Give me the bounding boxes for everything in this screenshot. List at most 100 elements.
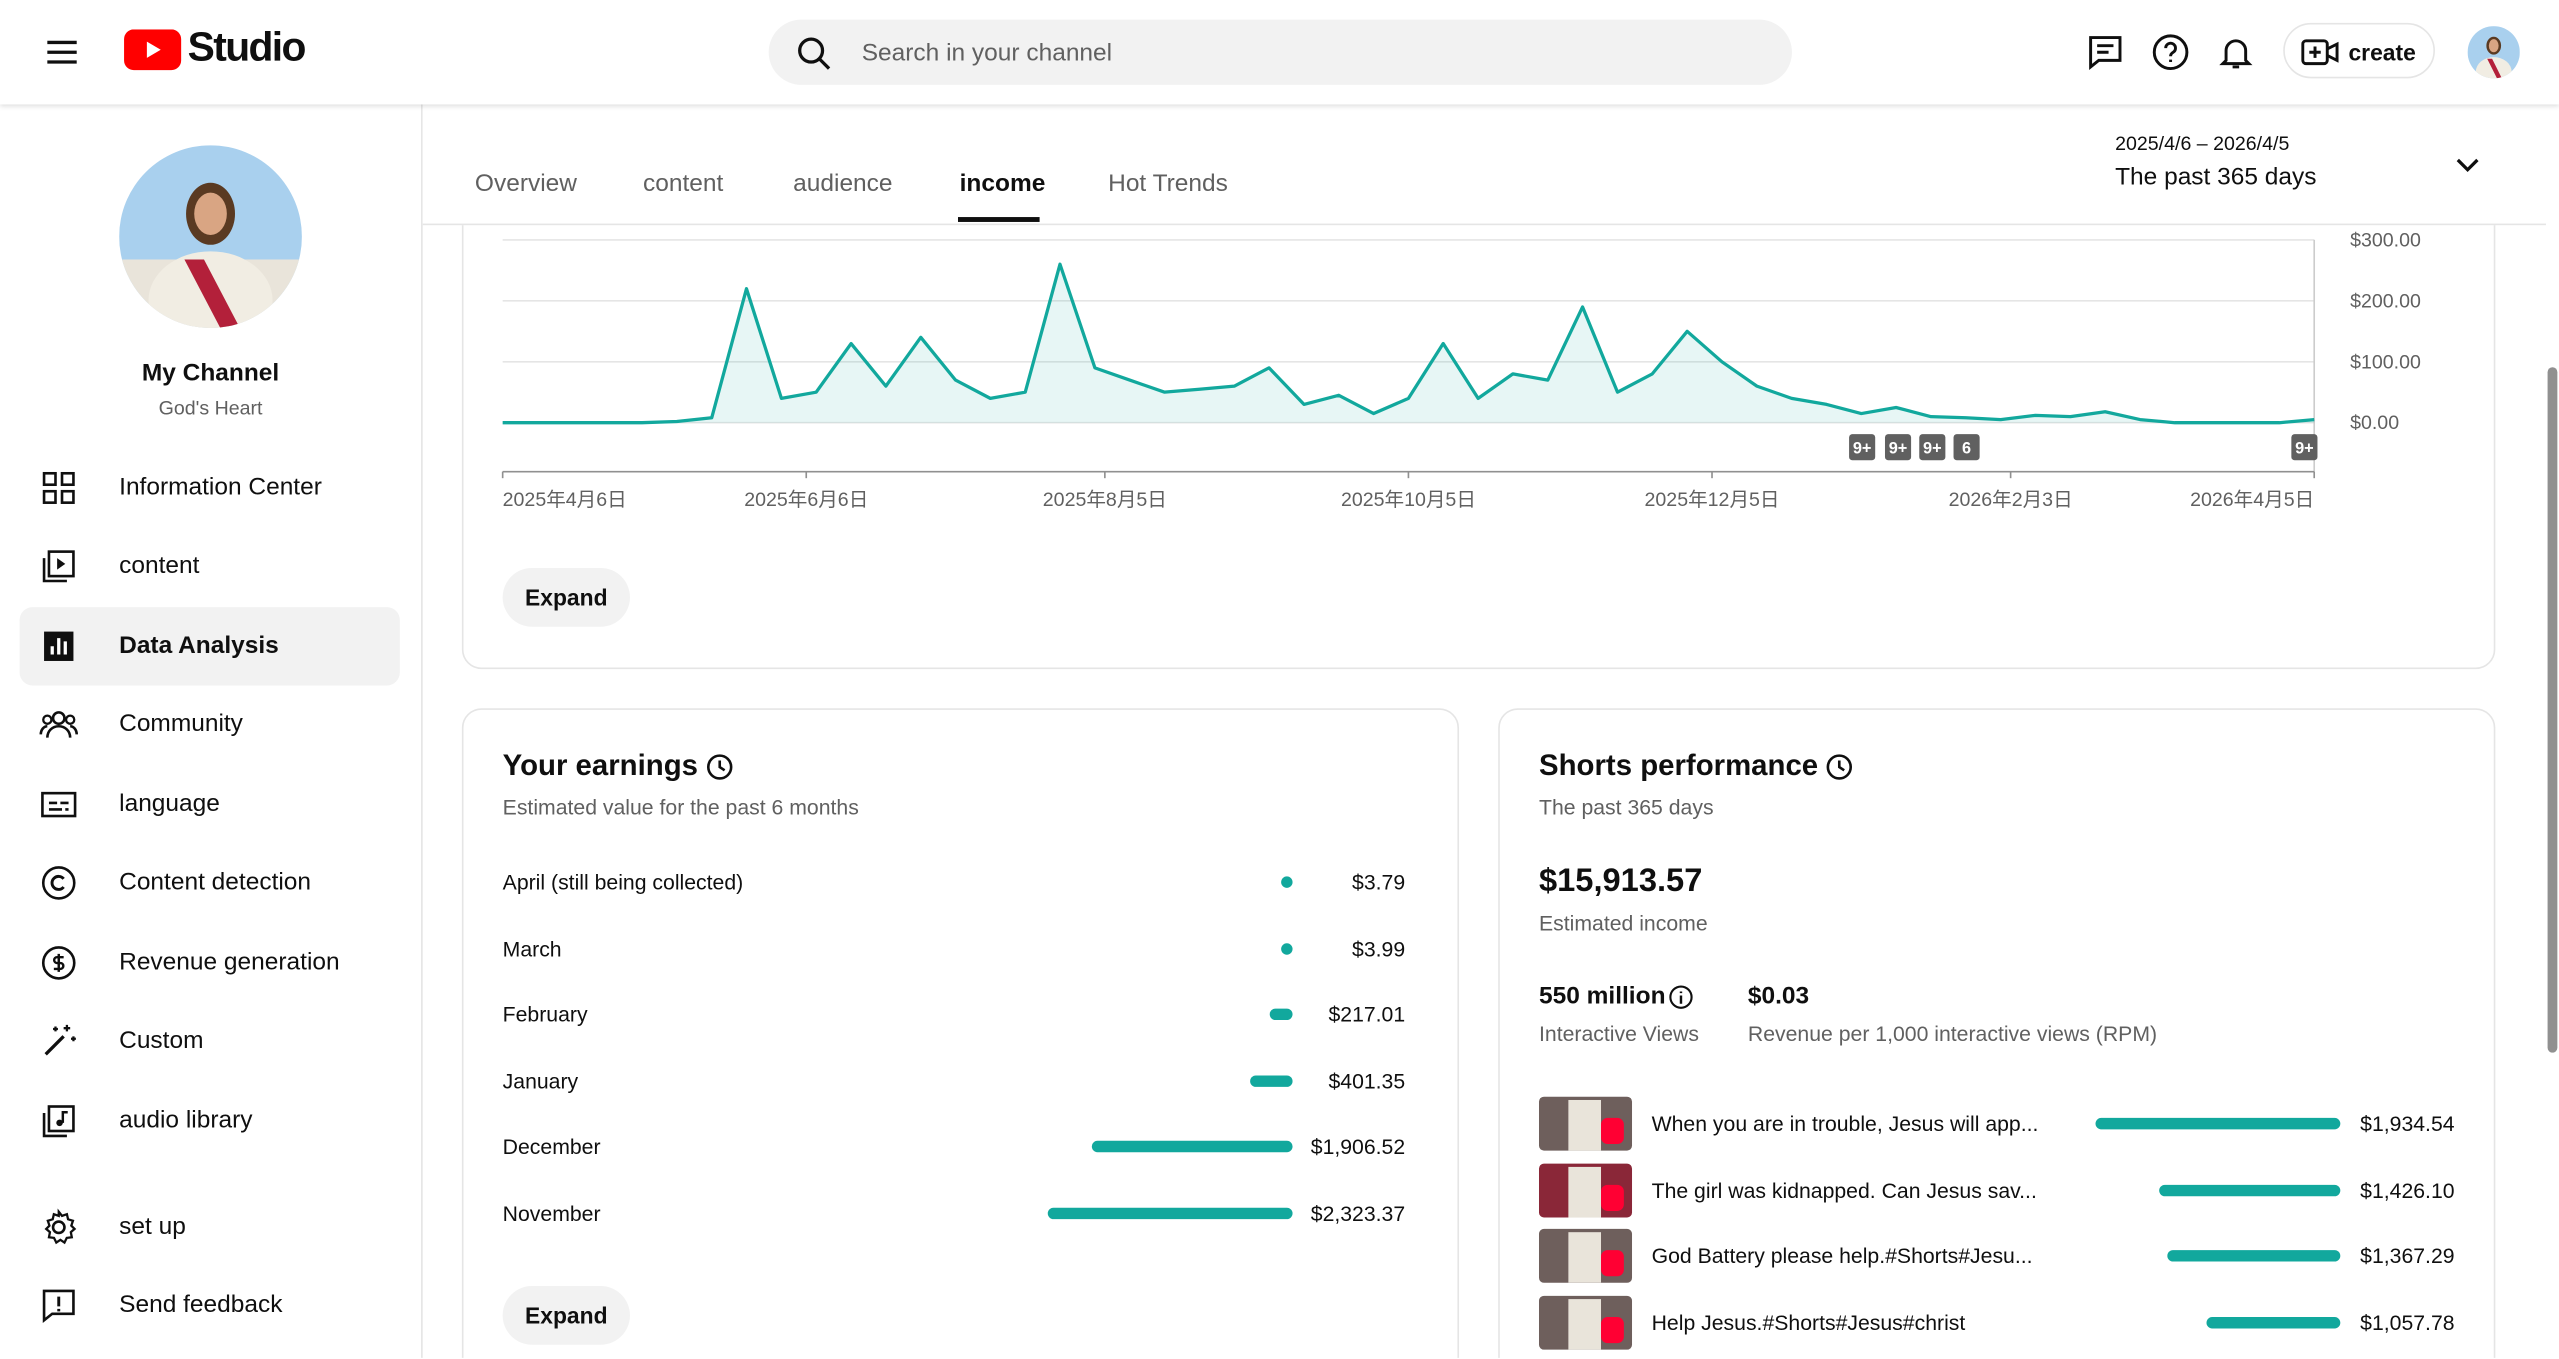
tab[interactable]: Hot Trends	[1108, 169, 1228, 198]
tab[interactable]: Overview	[474, 169, 577, 198]
notifications-icon[interactable]	[2216, 33, 2255, 72]
nav-label: Information Center	[119, 473, 322, 502]
thumbnail-person	[1568, 1166, 1602, 1217]
search-box[interactable]: Search in your channel	[768, 19, 1792, 85]
create-button[interactable]: create	[2283, 22, 2435, 79]
info-icon[interactable]	[1668, 984, 1694, 1010]
channel-avatar[interactable]	[119, 145, 302, 329]
x-tick-label: 2025年4月6日	[503, 489, 627, 511]
video-revenue: $1,367.29	[2360, 1243, 2455, 1269]
scrollbar-thumb[interactable]	[2547, 367, 2558, 1053]
annotation-label: 9+	[2295, 440, 2314, 458]
nav-item[interactable]: audio library	[20, 1082, 400, 1160]
line	[502, 262, 2315, 425]
search-placeholder: Search in your channel	[861, 39, 1113, 67]
nav-item[interactable]: language	[20, 765, 400, 843]
y-tick-label: $300.00	[2350, 229, 2421, 251]
x-tick-label: 2026年2月3日	[1949, 489, 2073, 511]
shorts-card: Shorts performance The past 365 days $15…	[1498, 708, 2496, 1358]
shorts-subtitle: The past 365 days	[1538, 794, 1714, 820]
create-label: create	[2348, 39, 2416, 66]
video-revenue: $1,057.78	[2360, 1310, 2455, 1335]
video-thumbnail[interactable]	[1538, 1096, 1633, 1151]
income-total: $15,913.57	[1538, 863, 1703, 900]
earnings-month: February	[502, 1002, 588, 1027]
views-total: 550 million	[1538, 982, 1666, 1011]
dropdown-icon[interactable]	[2453, 150, 2482, 179]
video-thumbnail[interactable]	[1538, 1229, 1633, 1284]
video-thumbnail[interactable]	[1538, 1295, 1633, 1350]
history-icon	[706, 754, 733, 780]
income-label: Estimated income	[1538, 910, 1708, 936]
chart-card	[461, 146, 2496, 670]
earnings-bar	[1281, 876, 1293, 888]
logo-icon[interactable]	[124, 29, 183, 71]
video-thumbnail[interactable]	[1538, 1162, 1633, 1217]
earnings-value: $217.01	[1328, 1002, 1406, 1027]
nav-label: audio library	[119, 1106, 253, 1135]
earnings-month: January	[502, 1068, 579, 1094]
comments-icon[interactable]	[2086, 33, 2125, 72]
earnings-bar	[1281, 942, 1293, 955]
nav-label: language	[119, 789, 220, 818]
nav-item[interactable]: content	[20, 527, 400, 605]
nav-item[interactable]: Custom	[20, 1002, 400, 1080]
menu-icon[interactable]	[42, 33, 81, 72]
nav-label: Send feedback	[119, 1290, 283, 1319]
earnings-bar	[1250, 1075, 1293, 1087]
channel-handle: God's Heart	[158, 396, 263, 420]
area	[502, 264, 2315, 423]
video-revenue-bar	[2159, 1184, 2341, 1196]
x-tick-label: 2025年10月5日	[1341, 489, 1476, 511]
y-tick-label: $100.00	[2350, 351, 2421, 373]
video-revenue-bar	[2206, 1316, 2341, 1329]
nav-label: Revenue generation	[119, 948, 340, 976]
rpm-value: $0.03	[1747, 982, 1810, 1011]
tab[interactable]: audience	[793, 169, 893, 198]
tab-active[interactable]: income	[959, 169, 1046, 198]
nav-label: Data Analysis	[119, 631, 279, 660]
income-chart: $0.00 $100.00 $200.00 $300.00 2025年4月6日 2025年…	[501, 229, 2421, 511]
annotation-badge	[1953, 434, 1980, 461]
nav-item[interactable]: Content detection	[20, 844, 400, 922]
shorts-badge	[1601, 1316, 1624, 1343]
shorts-badge	[1601, 1117, 1624, 1145]
tab[interactable]: content	[643, 169, 724, 198]
thumbnail-person	[1568, 1232, 1602, 1284]
nav-item[interactable]: Community	[20, 685, 400, 763]
video-title: When you are in trouble, Jesus will app.…	[1651, 1111, 2039, 1136]
earnings-value: $1,906.52	[1310, 1134, 1406, 1160]
thumbnail-person	[1568, 1099, 1602, 1151]
earnings-bar	[1269, 1008, 1293, 1021]
earnings-month: November	[502, 1201, 601, 1226]
video-title: God Battery please help.#Shorts#Jesu...	[1651, 1243, 2033, 1269]
tab-underline	[957, 217, 1040, 222]
earnings-bar	[1047, 1207, 1293, 1220]
shorts-title: Shorts performance	[1538, 749, 1819, 782]
video-revenue-bar	[2095, 1117, 2341, 1130]
logo-text[interactable]: Studio	[187, 24, 307, 71]
nav-label: Content detection	[119, 868, 312, 896]
help-icon[interactable]	[2151, 33, 2190, 72]
expand-button[interactable]: Expand	[502, 567, 630, 627]
channel-name: My Channel	[141, 359, 280, 387]
nav-item-active[interactable]: Data Analysis	[19, 607, 400, 686]
x-tick-label: 2025年6月6日	[744, 489, 868, 511]
y-tick-label: $0.00	[2350, 412, 2399, 434]
expand-button[interactable]: Expand	[502, 1286, 630, 1345]
account-avatar[interactable]	[2467, 26, 2520, 79]
views-label: Interactive Views	[1538, 1021, 1699, 1047]
video-revenue: $1,934.54	[2360, 1111, 2455, 1136]
annotation-label: 9+	[1923, 440, 1942, 458]
nav-item[interactable]: set up	[20, 1188, 400, 1266]
nav-item[interactable]: Send feedback	[20, 1266, 400, 1344]
nav-item[interactable]: Revenue generation	[20, 924, 400, 1002]
date-range-label[interactable]: The past 365 days	[2115, 163, 2317, 191]
earnings-month: April (still being collected)	[502, 869, 744, 895]
tab-bar: Overview content audience income Hot Tre…	[422, 104, 2546, 226]
nav-item[interactable]: Information Center	[20, 449, 400, 527]
nav-label: content	[119, 551, 200, 580]
earnings-value: $401.35	[1328, 1068, 1406, 1094]
